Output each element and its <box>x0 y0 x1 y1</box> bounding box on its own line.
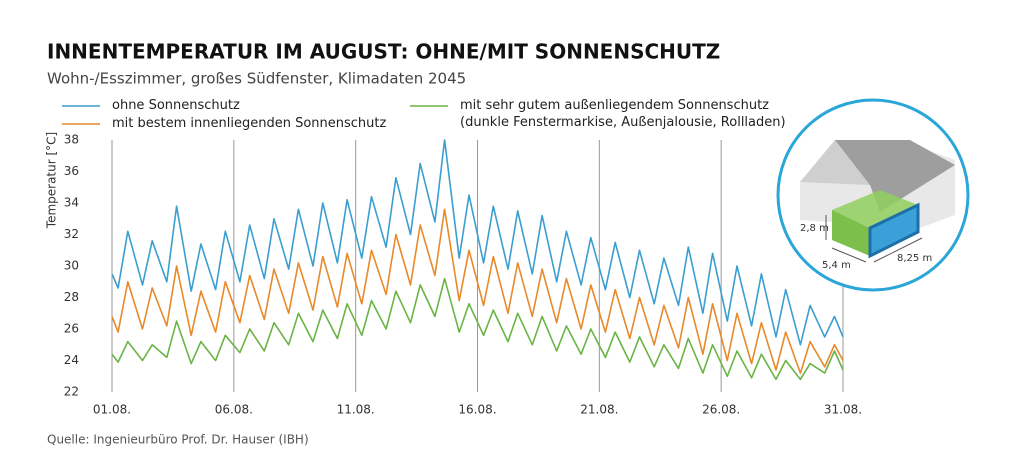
legend-label: mit sehr gutem außenliegendem Sonnenschu… <box>460 98 786 130</box>
x-tick-label: 01.08. <box>93 403 131 417</box>
y-axis-label: Temperatur [°C] <box>45 132 59 229</box>
y-tick-label: 26 <box>64 322 79 336</box>
y-tick-label: 24 <box>64 353 79 367</box>
y-tick-label: 34 <box>64 196 79 210</box>
legend-label: mit bestem innenliegenden Sonnenschutz <box>112 116 387 131</box>
y-tick-label: 32 <box>64 227 79 241</box>
room-side <box>832 210 870 256</box>
x-tick-label: 06.08. <box>215 403 253 417</box>
inset: 2,8 m 5,4 m 8,25 m <box>776 98 970 292</box>
y-tick-label: 30 <box>64 259 79 273</box>
roof <box>835 140 955 212</box>
dim-line <box>831 247 867 263</box>
x-tick-label: 21.08. <box>580 403 618 417</box>
source-note: Quelle: Ingenieurbüro Prof. Dr. Hauser (… <box>47 433 309 447</box>
room-top <box>832 190 918 228</box>
dim-line <box>873 237 923 263</box>
series-line <box>111 139 844 346</box>
y-tick-label: 28 <box>64 290 79 304</box>
series-line <box>111 208 844 374</box>
y-tick-label: 36 <box>64 164 79 178</box>
x-tick-label: 16.08. <box>458 403 496 417</box>
plot-area: 22 24 26 28 30 32 34 36 38 01.08. 06.08. 11.08. 16.0… <box>64 133 862 417</box>
chart-subtitle: Wohn-/Esszimmer, großes Südfenster, Klim… <box>47 70 466 88</box>
x-tick-label: 26.08. <box>702 403 740 417</box>
y-tick-label: 38 <box>64 133 79 147</box>
x-tick-label: 31.08. <box>824 403 862 417</box>
y-tick-label: 22 <box>64 385 79 399</box>
dimension-label: 2,8 m <box>800 223 829 234</box>
x-tick-label: 11.08. <box>337 403 375 417</box>
chart-title: INNENTEMPERATUR IM AUGUST: OHNE/MIT SONN… <box>47 40 720 64</box>
dimension-label: 8,25 m <box>897 253 932 264</box>
legend-label: ohne Sonnenschutz <box>112 98 240 113</box>
room-window <box>868 202 920 259</box>
series-line <box>111 277 844 381</box>
dimension-label: 5,4 m <box>822 260 851 271</box>
